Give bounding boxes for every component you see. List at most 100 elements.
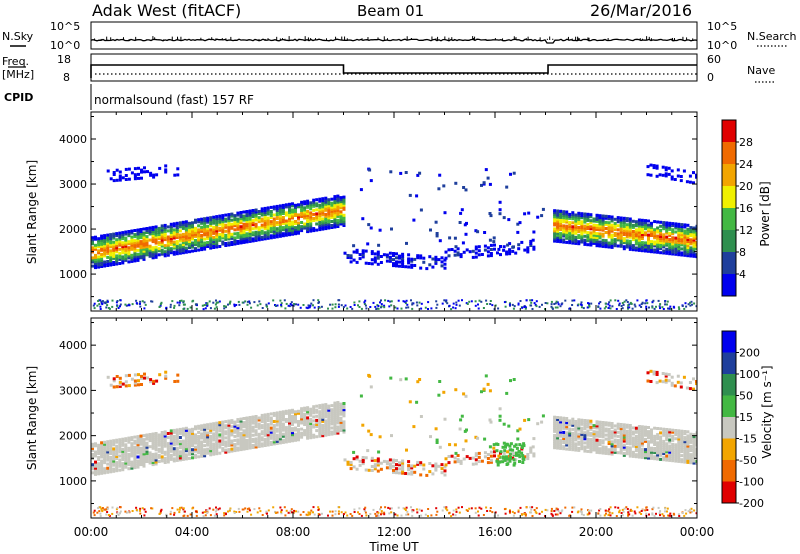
power-cell <box>212 219 216 223</box>
velocity-cell <box>474 458 478 462</box>
power-cell <box>276 304 279 307</box>
velocity-cell <box>370 458 374 462</box>
velocity-cell <box>361 456 365 459</box>
velocity-cell <box>559 426 563 430</box>
power-cell <box>157 226 161 230</box>
velocity-cell <box>215 429 219 433</box>
velocity-cell <box>245 416 249 420</box>
velocity-cell <box>349 467 353 471</box>
power-cell <box>260 211 264 215</box>
power-cell <box>278 206 282 210</box>
power-cell <box>568 237 572 241</box>
velocity-cell <box>640 441 644 445</box>
velocity-cell <box>160 451 164 455</box>
velocity-cell <box>686 456 690 460</box>
velocity-cell <box>610 440 614 444</box>
power-cell <box>266 234 270 238</box>
velocity-cell <box>674 437 678 441</box>
power-cell <box>183 303 186 306</box>
power-cell <box>278 212 282 216</box>
power-cell <box>242 230 246 234</box>
velocity-cell <box>640 429 644 433</box>
velocity-cell <box>118 462 122 466</box>
power-cell <box>588 305 591 308</box>
power-cell <box>342 219 346 223</box>
power-cell <box>653 307 656 310</box>
power-cell <box>536 215 540 219</box>
velocity-cell <box>577 428 581 432</box>
power-cell <box>97 259 101 263</box>
power-cell <box>583 240 587 244</box>
velocity-cell <box>646 379 650 383</box>
power-cell <box>376 252 380 256</box>
velocity-cell <box>115 453 119 456</box>
power-cell <box>529 242 533 245</box>
velocity-cell <box>288 411 291 415</box>
velocity-cell <box>633 510 636 513</box>
power-cell <box>209 242 213 246</box>
power-cell <box>154 245 158 249</box>
velocity-cell <box>655 512 657 515</box>
velocity-cell <box>175 436 179 440</box>
velocity-cell <box>118 454 122 458</box>
power-cell <box>139 300 142 303</box>
velocity-cell <box>634 445 638 448</box>
power-cell <box>680 229 684 233</box>
power-cell <box>321 213 325 217</box>
velocity-cell <box>339 402 343 406</box>
velocity-cell <box>151 507 154 510</box>
power-cell <box>281 216 285 219</box>
velocity-cell <box>327 429 331 433</box>
power-cell <box>309 229 313 233</box>
power-cell <box>420 302 423 305</box>
velocity-cell <box>647 442 650 446</box>
power-cell <box>402 300 405 303</box>
velocity-cell <box>130 442 134 446</box>
velocity-cell <box>278 437 282 441</box>
velocity-cell <box>154 440 158 444</box>
velocity-cell <box>260 413 264 417</box>
power-cell <box>233 224 237 228</box>
power-cell <box>327 212 331 216</box>
velocity-cell <box>644 427 647 431</box>
velocity-cell <box>685 386 689 390</box>
power-cell <box>336 225 340 228</box>
power-cell <box>159 303 162 306</box>
velocity-cell <box>315 423 319 426</box>
power-cell <box>674 250 678 254</box>
velocity-cell <box>118 380 122 384</box>
velocity-cell <box>595 442 599 446</box>
velocity-cell <box>407 468 411 472</box>
velocity-cell <box>574 446 578 450</box>
velocity-cell <box>165 513 168 516</box>
power-cell <box>628 227 632 231</box>
power-cell <box>169 249 173 253</box>
power-cell <box>184 220 188 224</box>
power-cell <box>589 215 593 219</box>
power-cell <box>680 233 684 237</box>
power-cell <box>269 220 273 224</box>
velocity-cell <box>251 427 255 431</box>
power-cell <box>209 238 213 242</box>
power-cell <box>392 258 395 262</box>
power-cell <box>130 237 134 241</box>
velocity-cell <box>203 450 207 454</box>
power-cell <box>135 299 138 302</box>
velocity-cell <box>665 448 669 452</box>
power-cell <box>320 305 323 308</box>
power-cell <box>109 239 113 243</box>
power-cell <box>577 226 581 229</box>
velocity-cell <box>695 441 697 445</box>
power-cell <box>559 211 563 215</box>
power-cell <box>482 181 486 185</box>
velocity-cell <box>169 429 173 433</box>
velocity-cell <box>330 426 334 430</box>
velocity-cell <box>146 376 149 380</box>
power-cell <box>583 238 587 242</box>
power-cell <box>318 228 322 232</box>
power-cell <box>692 240 696 244</box>
power-cell <box>186 307 189 310</box>
velocity-cell <box>665 444 669 448</box>
power-cell <box>315 204 319 208</box>
velocity-cell <box>200 452 204 456</box>
